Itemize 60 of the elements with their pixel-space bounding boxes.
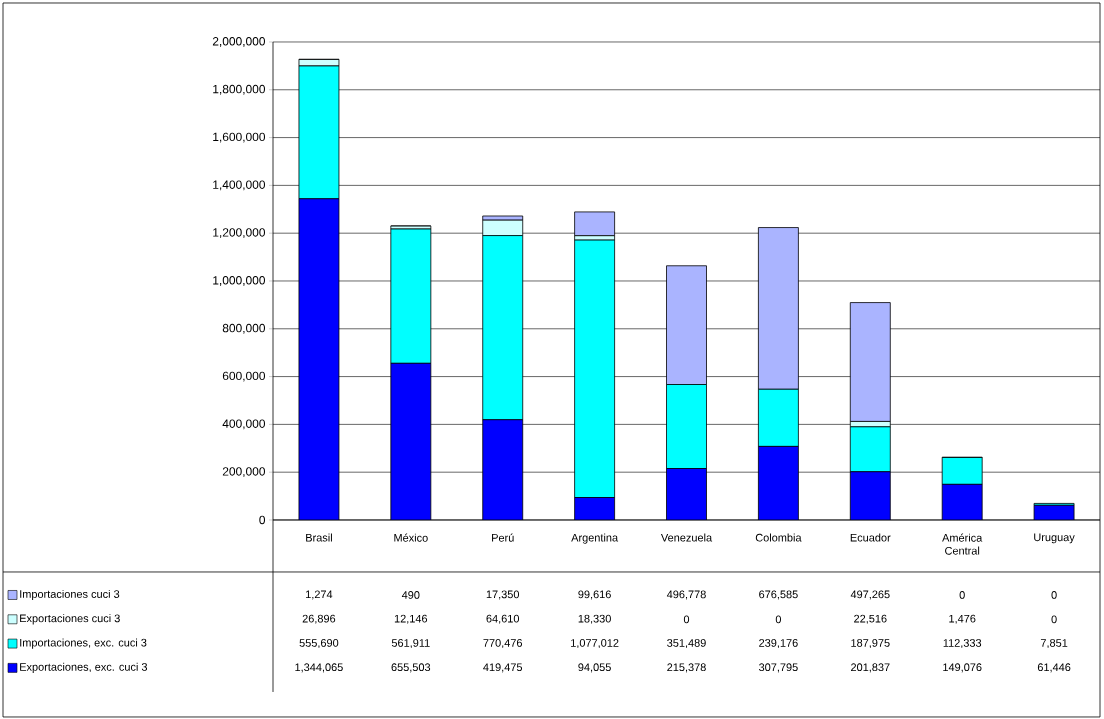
legend-label: Importaciones cuci 3 bbox=[20, 589, 120, 601]
data-label: 187,975 bbox=[851, 639, 890, 649]
data-label: 201,837 bbox=[851, 663, 890, 673]
data-label: 490 bbox=[401, 591, 420, 599]
data-label: 94,055 bbox=[578, 663, 611, 673]
data-label: 99,616 bbox=[578, 590, 611, 600]
y-tick-label: 1,200,000 bbox=[213, 228, 266, 239]
data-label: 419,475 bbox=[483, 663, 523, 673]
data-label: 0 bbox=[683, 615, 690, 624]
data-label: 1,077,012 bbox=[571, 639, 619, 649]
data-label: 112,333 bbox=[943, 639, 982, 649]
legend-label: Exportaciones, exc. cuci 3 bbox=[20, 662, 148, 673]
y-tick-label: 800,000 bbox=[222, 323, 266, 334]
x-tick-label: Colombia bbox=[755, 533, 802, 542]
x-tick-label: Venezuela bbox=[660, 533, 713, 542]
y-tick-label: 1,400,000 bbox=[213, 180, 266, 191]
y-tick-label: 1,800,000 bbox=[213, 84, 266, 95]
x-tick-label: Argentina bbox=[571, 533, 619, 544]
data-label: 655,503 bbox=[391, 663, 431, 673]
data-label: 215,378 bbox=[667, 663, 706, 673]
x-tick-label: Perú bbox=[492, 533, 514, 542]
data-label: 0 bbox=[959, 591, 965, 599]
data-label: 0 bbox=[1051, 591, 1057, 599]
y-tick-label: 600,000 bbox=[222, 371, 266, 382]
y-tick-label: 1,600,000 bbox=[213, 132, 266, 143]
x-tick-label: Uruguay bbox=[1034, 533, 1075, 544]
data-label: 1,476 bbox=[949, 614, 976, 624]
data-label: 18,330 bbox=[578, 614, 611, 624]
data-label: 0 bbox=[775, 615, 782, 624]
data-label: 7,851 bbox=[1040, 639, 1068, 649]
data-label: 0 bbox=[1051, 615, 1057, 624]
legend-label: Importaciones, exc. cuci 3 bbox=[20, 638, 147, 649]
data-label: 239,176 bbox=[759, 639, 798, 649]
y-tick-label: 2,000,000 bbox=[212, 37, 266, 47]
data-label: 497,265 bbox=[850, 590, 890, 600]
data-label: 561,911 bbox=[391, 639, 430, 649]
x-tick-label: Ecuador bbox=[850, 533, 891, 542]
data-label: 22,516 bbox=[854, 614, 887, 624]
data-label: 149,076 bbox=[943, 663, 982, 673]
data-label: 496,778 bbox=[666, 590, 706, 600]
data-label: 12,146 bbox=[394, 614, 428, 624]
x-tick-label: América Central bbox=[942, 533, 983, 555]
data-label: 1,344,065 bbox=[295, 663, 343, 673]
data-label: 64,610 bbox=[486, 614, 520, 624]
x-tick-label: Brasil bbox=[306, 533, 332, 542]
x-tick-label: México bbox=[394, 533, 428, 542]
y-tick-label: 200,000 bbox=[222, 467, 266, 478]
data-label: 770,476 bbox=[483, 639, 523, 649]
data-label: 307,795 bbox=[759, 663, 798, 673]
legend-label: Exportaciones cuci 3 bbox=[20, 614, 120, 625]
data-label: 555,690 bbox=[299, 639, 339, 649]
y-tick-label: 0 bbox=[259, 515, 266, 525]
data-label: 351,489 bbox=[667, 639, 706, 649]
y-tick-label: 400,000 bbox=[222, 419, 266, 430]
data-label: 61,446 bbox=[1037, 663, 1071, 673]
data-label: 17,350 bbox=[486, 590, 520, 600]
data-label: 1,274 bbox=[306, 590, 333, 600]
data-label: 676,585 bbox=[759, 590, 798, 600]
data-label: 26,896 bbox=[302, 614, 336, 624]
y-tick-label: 1,000,000 bbox=[213, 276, 266, 286]
